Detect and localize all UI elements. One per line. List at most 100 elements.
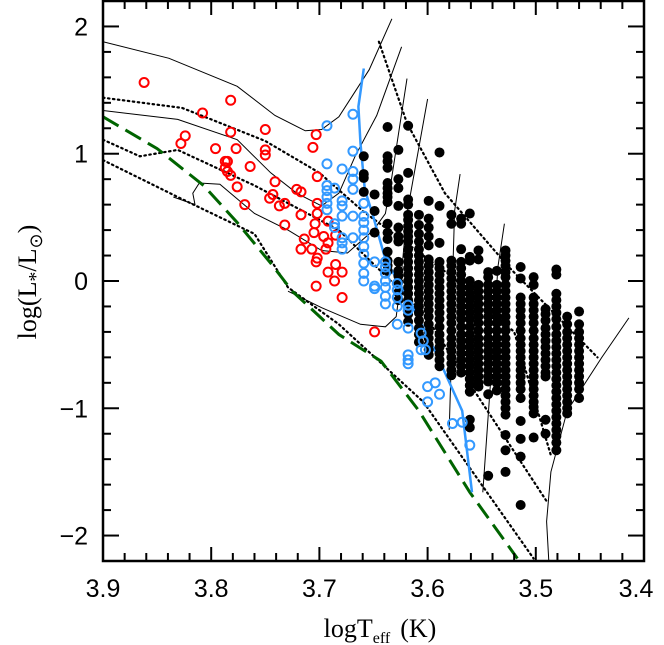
black-filled-point <box>540 371 551 382</box>
blue-open-point <box>379 290 391 302</box>
black-filled-point <box>446 370 457 381</box>
black-filled-point <box>393 144 404 155</box>
black-filled-point <box>515 500 526 510</box>
black-filled-point <box>528 325 539 336</box>
model-lines <box>103 18 630 561</box>
black-filled-point <box>464 208 475 219</box>
red-open-point <box>311 208 323 220</box>
y-tick-label: 1 <box>74 141 88 169</box>
black-filled-point <box>500 409 511 420</box>
evolutionary-track-line <box>103 46 403 207</box>
black-filled-point <box>456 314 467 325</box>
y-tick-label: 0 <box>74 268 88 296</box>
black-filled-point <box>515 318 526 328</box>
blue-open-point <box>391 284 403 296</box>
black-filled-point <box>473 254 484 265</box>
black-filled-point <box>473 318 484 328</box>
black-filled-point <box>551 269 562 280</box>
green-dashed-line <box>103 115 519 560</box>
black-filled-point <box>500 445 511 456</box>
red-open-point <box>244 160 256 172</box>
blue-open-point <box>358 257 370 269</box>
red-open-point <box>239 199 251 211</box>
black-filled-point <box>456 321 467 332</box>
black-filled-point <box>491 325 502 336</box>
blue-open-point <box>379 275 391 287</box>
black-filled-point <box>434 200 445 211</box>
blue-open-point <box>347 166 359 178</box>
x-tick-label: 3.8 <box>194 575 229 603</box>
blue-open-point <box>391 318 403 330</box>
black-filled-point <box>358 172 369 183</box>
black-filled-point <box>393 174 404 185</box>
black-filled-point <box>528 432 539 443</box>
black-filled-point <box>574 306 585 317</box>
black-filled-point <box>464 314 475 325</box>
blue-open-point <box>358 267 370 279</box>
black-filled-point <box>423 319 434 330</box>
black-filled-point <box>423 222 434 233</box>
black-filled-point <box>423 195 434 206</box>
black-filled-point <box>515 384 526 395</box>
black-filled-point <box>464 255 475 266</box>
x-tick-label: 3.7 <box>302 575 337 603</box>
black-filled-point <box>413 228 424 239</box>
black-filled-point <box>500 466 511 477</box>
black-filled-point <box>515 433 526 444</box>
black-filled-point <box>562 319 573 330</box>
black-filled-point <box>500 318 511 328</box>
black-filled-point <box>382 218 393 229</box>
blue-open-point <box>336 163 348 175</box>
red-open-point <box>225 169 237 181</box>
blue-open-point <box>456 416 468 428</box>
red-open-point <box>307 141 319 153</box>
black-filled-point <box>528 272 539 283</box>
blue-open-point <box>379 281 391 293</box>
red-open-point <box>279 219 291 231</box>
blue-open-point <box>434 388 446 400</box>
black-filled-point <box>403 236 414 247</box>
red-open-point <box>197 107 209 119</box>
black-filled-point <box>473 245 484 256</box>
black-filled-point <box>393 222 404 233</box>
red-open-point <box>259 144 271 156</box>
black-filled-point <box>393 200 404 211</box>
black-filled-point <box>369 189 380 200</box>
black-filled-point <box>413 307 424 318</box>
black-filled-point <box>446 325 457 336</box>
red-open-point <box>322 215 334 227</box>
black-filled-point <box>491 265 502 276</box>
red-open-point <box>308 227 320 239</box>
red-open-point <box>269 176 281 188</box>
black-filled-point <box>403 199 414 210</box>
x-tick-label: 3.6 <box>410 575 445 603</box>
black-filled-point <box>464 321 475 332</box>
black-filled-point <box>413 220 424 230</box>
black-filled-point <box>491 385 502 396</box>
red-open-point <box>336 292 348 304</box>
black-filled-point <box>434 237 445 248</box>
black-filled-point <box>456 218 467 229</box>
blue-open-point <box>358 216 370 228</box>
blue-open-point <box>336 210 348 222</box>
black-filled-point <box>562 408 573 419</box>
blue-open-point <box>321 158 333 170</box>
black-filled-point <box>358 186 369 197</box>
black-filled-point <box>413 236 424 247</box>
blue-open-point <box>321 120 333 132</box>
black-filled-point <box>551 321 562 332</box>
red-open-point <box>231 181 243 193</box>
black-filled-point <box>491 318 502 328</box>
red-open-point <box>259 124 271 136</box>
blue-open-point <box>402 304 414 316</box>
blue-open-point <box>329 222 341 234</box>
red-open-point <box>259 149 271 161</box>
blue-open-point <box>336 237 348 249</box>
black-filled-point <box>483 376 494 387</box>
red-open-point <box>295 243 307 255</box>
black-filled-point <box>491 377 502 388</box>
black-filled-point <box>483 318 494 328</box>
blue-open-point <box>347 108 359 120</box>
black-filled-point <box>528 408 539 419</box>
black-filled-point <box>515 393 526 404</box>
